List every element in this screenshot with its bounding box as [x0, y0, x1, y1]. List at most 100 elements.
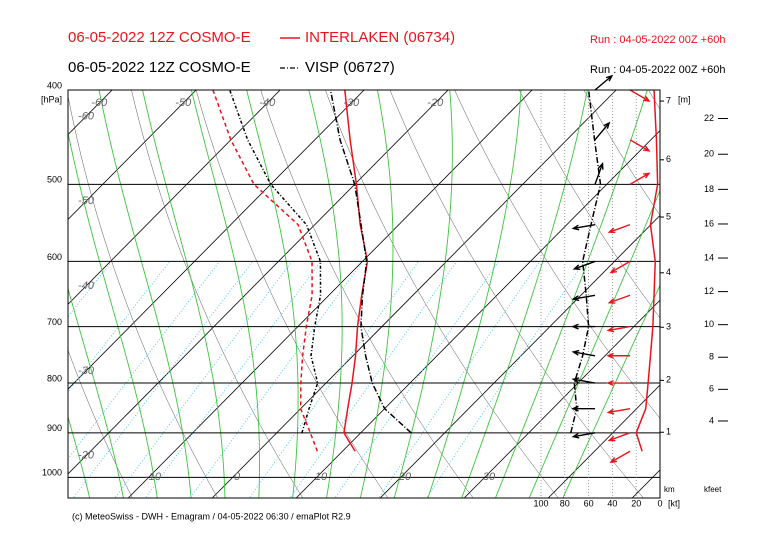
background-lines — [0, 79, 766, 502]
isotherm — [631, 469, 660, 498]
isotherm-label: -40 — [78, 280, 95, 292]
isotherm-label: -30 — [343, 97, 360, 109]
mixing-ratio — [72, 261, 254, 498]
isotherm-label: -20 — [78, 450, 95, 462]
height-tick-label: 4 — [666, 267, 671, 277]
wind-tick-label: 80 — [560, 498, 570, 508]
isotherm-label: -50 — [78, 195, 95, 207]
isotherm — [127, 90, 533, 498]
isotherm-label: -40 — [259, 97, 276, 109]
mixing-ratio — [378, 261, 541, 498]
kfeet-tick-label: 20 — [704, 149, 714, 159]
moist-adiabat — [562, 284, 660, 498]
wind-arrow — [609, 260, 631, 274]
wind-tick-label: 20 — [631, 498, 641, 508]
isotherm — [68, 90, 449, 475]
wind-arrow — [594, 161, 604, 185]
isotherm-label: 20 — [398, 471, 412, 483]
moist-adiabat — [359, 90, 394, 498]
moist-adiabat — [68, 286, 124, 498]
isotherm — [68, 90, 281, 305]
mixing-ratio — [189, 261, 364, 498]
moist-adiabat — [246, 90, 299, 498]
dry-adiabat — [583, 90, 660, 216]
moist-adiabat — [461, 90, 588, 498]
wind-arrow — [571, 223, 596, 231]
y-tick-label: 400 — [47, 80, 62, 90]
wind-speed-profile — [570, 89, 602, 434]
y-tick-label: 900 — [47, 423, 62, 433]
wind-arrow — [594, 121, 611, 141]
isotherm — [463, 299, 660, 498]
wind-arrow — [606, 407, 631, 415]
kfeet-tick-label: 12 — [704, 286, 714, 296]
wind-arrow — [629, 139, 651, 152]
wind-arrow — [571, 349, 596, 357]
temperature-profile — [343, 89, 369, 452]
isotherm — [547, 384, 660, 498]
dry-adiabat — [131, 90, 304, 498]
wind-arrow — [572, 260, 596, 270]
wind-arrow — [571, 377, 596, 384]
dry-adiabat — [260, 90, 474, 498]
moist-adiabat — [0, 79, 57, 502]
model-title: 06-05-2022 12Z COSMO-E — [68, 29, 251, 46]
moist-adiabat — [68, 415, 91, 498]
y-axis-label: [hPa] — [41, 94, 62, 104]
kfeet-tick-label: 18 — [704, 184, 714, 194]
height-unit: [m] — [678, 94, 691, 104]
wind-arrow — [571, 432, 596, 439]
dry-adiabat — [68, 94, 218, 498]
wind-arrow — [571, 323, 595, 330]
moist-adiabat — [427, 90, 522, 498]
mixing-ratio — [114, 261, 293, 498]
wind-tick-label: 100 — [533, 498, 548, 508]
isotherm — [68, 90, 197, 220]
moist-adiabat — [494, 90, 648, 498]
kfeet-tick-label: 16 — [704, 218, 714, 228]
moist-adiabat — [393, 90, 453, 498]
dry-adiabat — [68, 349, 133, 498]
run-label: Run : 04-05-2022 00Z +60h — [590, 64, 725, 76]
moist-adiabat — [528, 189, 660, 498]
wind-arrow — [607, 432, 631, 442]
kfeet-label: kfeet — [704, 485, 722, 494]
wind-arrow — [594, 74, 614, 91]
isotherm — [0, 90, 28, 498]
isotherm — [68, 90, 365, 390]
isotherm-label: -20 — [427, 97, 444, 109]
isotherm-label: -30 — [78, 365, 95, 377]
isotherm — [68, 90, 113, 136]
moist-adiabat — [68, 130, 158, 498]
footer: (c) MeteoSwiss - DWH - Emagram / 04-05-2… — [72, 511, 351, 521]
height-tick-label: 5 — [666, 211, 671, 221]
mixing-ratio — [144, 261, 322, 498]
wind-arrow — [606, 352, 630, 359]
moist-adiabat — [0, 79, 23, 502]
wind-arrow — [607, 294, 631, 304]
wind-tick-label: 40 — [607, 498, 617, 508]
isotherm — [379, 214, 660, 498]
kfeet-tick-label: 22 — [704, 113, 714, 123]
kfeet-tick-label: 8 — [709, 352, 714, 362]
mixing-ratio — [289, 261, 458, 498]
wind-arrow — [629, 172, 651, 185]
dewpoint-profile — [229, 89, 322, 434]
height-tick-label: 1 — [666, 427, 671, 437]
dry-adiabat — [195, 90, 389, 498]
y-tick-label: 1000 — [42, 468, 62, 478]
wind-arrow — [609, 450, 631, 464]
legend-label: VISP (06727) — [305, 59, 395, 76]
mixing-ratio — [68, 261, 220, 460]
wind-arrow — [571, 405, 595, 412]
dry-adiabat — [707, 79, 766, 502]
wind-unit: [kt] — [668, 498, 680, 508]
isotherm-label: -50 — [175, 97, 192, 109]
dry-adiabat — [389, 90, 644, 498]
wind-arrow — [629, 89, 651, 102]
moist-adiabat — [142, 90, 226, 498]
height-tick-label: 6 — [666, 154, 671, 164]
dewpoint-profile — [212, 89, 319, 452]
kfeet-tick-label: 14 — [704, 252, 714, 262]
